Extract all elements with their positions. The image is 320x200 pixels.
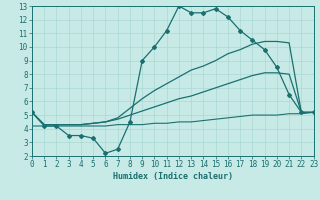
- X-axis label: Humidex (Indice chaleur): Humidex (Indice chaleur): [113, 172, 233, 181]
